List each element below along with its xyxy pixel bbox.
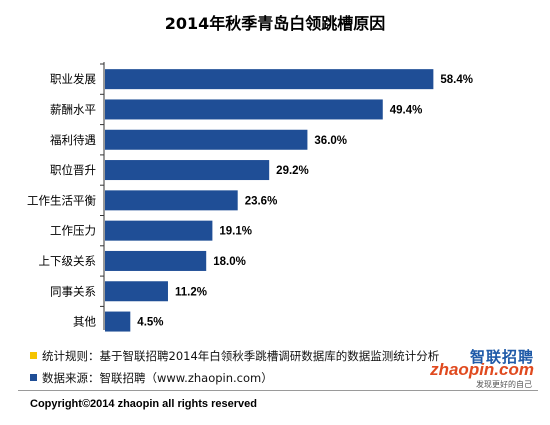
category-label: 工作生活平衡 <box>27 193 96 207</box>
value-label: 36.0% <box>314 135 347 147</box>
value-label: 11.2% <box>175 286 207 298</box>
bar <box>105 190 238 211</box>
note-data-source: 数据来源：智联招聘（www.zhaopin.com） <box>30 370 273 386</box>
logo-cn-text: 智联招聘 <box>469 349 534 366</box>
bars-group: 职业发展 58.4% 薪酬水平 49.4% 福利待遇 36.0% 职位晋升 29.2% 工作生活… <box>27 63 473 332</box>
blue-square-icon <box>30 374 37 381</box>
bar <box>105 160 270 181</box>
note-text: 基于智联招聘2014年白领秋季跳槽调研数据库的数据监测统计分析 <box>99 349 440 363</box>
bar <box>105 311 131 332</box>
category-label: 工作压力 <box>50 224 96 238</box>
bar <box>105 220 213 241</box>
value-label: 18.0% <box>213 256 246 268</box>
note-label: 数据来源： <box>42 371 100 385</box>
value-label: 4.5% <box>137 317 163 329</box>
note-statistics-rule: 统计规则：基于智联招聘2014年白领秋季跳槽调研数据库的数据监测统计分析 <box>30 348 439 364</box>
value-label: 19.1% <box>219 226 252 238</box>
category-label: 职业发展 <box>50 72 96 86</box>
value-label: 29.2% <box>276 165 309 177</box>
category-label: 同事关系 <box>50 284 96 298</box>
footer-divider <box>18 390 538 391</box>
bar <box>105 129 308 150</box>
category-label: 福利待遇 <box>50 133 96 147</box>
logo-en-text: zhaopin.com <box>430 360 534 379</box>
note-label: 统计规则： <box>42 349 100 363</box>
yellow-square-icon <box>30 352 37 359</box>
logo-tagline: 发现更好的自己 <box>476 380 532 389</box>
category-label: 职位晋升 <box>50 163 96 177</box>
chart-title: 2014年秋季青岛白领跳槽原因 <box>165 14 386 33</box>
bar <box>105 281 168 302</box>
bar <box>105 250 207 271</box>
bar <box>105 69 434 90</box>
category-label: 其他 <box>73 315 96 329</box>
copyright-text: Copyright©2014 zhaopin all rights reserv… <box>30 398 257 410</box>
value-label: 23.6% <box>245 195 278 207</box>
bar <box>105 99 383 120</box>
value-label: 58.4% <box>440 74 473 86</box>
zhaopin-logo: 智联招聘 zhaopin.com 发现更好的自己 <box>430 346 536 390</box>
bar-chart: 2014年秋季青岛白领跳槽原因 职业发展 58.4% 薪酬水平 49.4% 福利待遇 36… <box>27 14 473 332</box>
category-label: 薪酬水平 <box>50 102 96 116</box>
note-text: 智联招聘（www.zhaopin.com） <box>99 371 273 385</box>
value-label: 49.4% <box>390 104 423 116</box>
category-label: 上下级关系 <box>39 254 97 268</box>
